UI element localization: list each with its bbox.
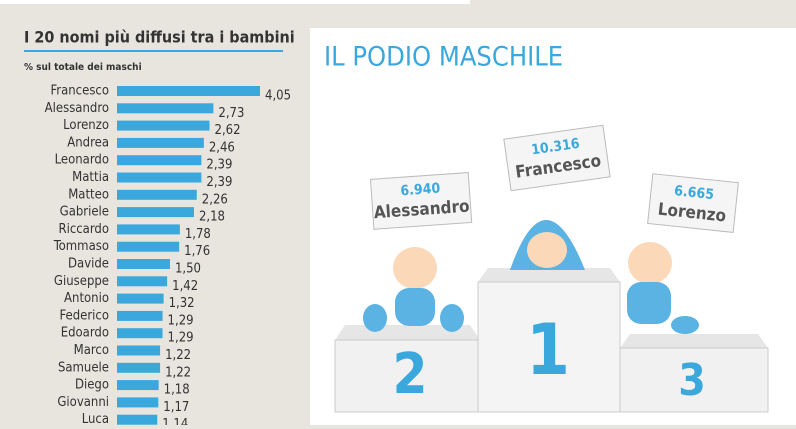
value-label: 1,29 [168, 313, 194, 328]
value-label: 4,05 [265, 89, 291, 104]
rank: 1 [526, 309, 570, 391]
name-card [647, 173, 739, 234]
bar [117, 276, 168, 287]
value-label: 2,18 [199, 210, 225, 225]
bar [117, 362, 161, 373]
value-label: 2,26 [202, 192, 228, 207]
step-top [478, 268, 620, 282]
value-label: 1,42 [172, 279, 198, 294]
category-label: Lorenzo [63, 118, 109, 133]
bar [117, 380, 159, 391]
baby-leg [440, 304, 464, 332]
count: 6.940 [400, 181, 441, 200]
bar [117, 189, 197, 200]
bar [117, 259, 170, 269]
category-label: Matteo [68, 187, 109, 202]
category-label: Samuele [58, 360, 109, 375]
value-label: 2,39 [206, 158, 232, 173]
bar [117, 414, 158, 425]
podium: 1 2 3 10.316 Francesco 6.940 Alessandro … [334, 124, 769, 413]
value-label: 1,78 [185, 227, 211, 242]
baby-leg [671, 316, 699, 334]
value-label: 1,76 [184, 244, 210, 259]
bar [117, 120, 210, 131]
value-label: 1,50 [175, 262, 201, 277]
value-label: 2,46 [209, 140, 235, 155]
value-label: 1,18 [164, 383, 190, 398]
bar [117, 345, 161, 356]
baby-head [393, 247, 437, 289]
step-3 [619, 347, 769, 413]
chart-title: I 20 nomi più diffusi tra i bambini [24, 28, 295, 47]
baby-body [395, 288, 435, 326]
baby-body [627, 282, 671, 324]
bar [117, 172, 202, 183]
bar [117, 241, 180, 252]
category-label: Federico [60, 308, 109, 323]
category-label: Davide [68, 257, 109, 272]
value-label: 2,62 [215, 123, 241, 138]
bar [117, 155, 202, 166]
baby-head [527, 232, 567, 268]
category-label: Giovanni [57, 395, 109, 410]
category-label: Andrea [67, 135, 109, 150]
bar [117, 103, 214, 114]
step-top [620, 334, 768, 348]
value-label: 1,29 [168, 331, 194, 346]
bar [117, 86, 260, 96]
top-strip [0, 0, 470, 4]
value-label: 1,32 [169, 296, 195, 311]
category-label: Riccardo [58, 222, 109, 237]
podium-title: IL PODIO MASCHILE [324, 42, 563, 73]
name-card [369, 172, 473, 230]
category-label: Luca [82, 412, 109, 425]
category-label: Marco [74, 343, 109, 358]
chart-subtitle: % sul totale dei maschi [24, 62, 142, 73]
value-label: 1,17 [163, 400, 189, 415]
bar [117, 328, 163, 339]
value-label: 1,22 [165, 365, 191, 380]
value-label: 2,39 [206, 175, 232, 190]
value-label: 2,73 [218, 106, 244, 121]
count: 10.316 [530, 136, 581, 159]
category-label: Gabriele [60, 205, 109, 220]
bar [117, 137, 204, 148]
baby-head [628, 242, 672, 284]
category-label: Edoardo [61, 326, 109, 341]
rank: 3 [678, 355, 706, 406]
bar [117, 310, 163, 321]
category-label: Diego [75, 378, 109, 393]
category-label: Tommaso [53, 239, 109, 254]
bar [117, 397, 159, 408]
count: 6.665 [673, 183, 714, 203]
category-label: Leonardo [55, 153, 109, 168]
bar [117, 293, 164, 304]
category-label: Alessandro [45, 101, 109, 116]
category-label: Francesco [51, 84, 109, 99]
value-label: 1,14 [162, 417, 188, 425]
bar [117, 207, 194, 218]
category-label: Giuseppe [54, 274, 109, 289]
value-label: 1,22 [165, 348, 191, 363]
bar [117, 224, 180, 235]
step-1 [477, 281, 621, 413]
category-label: Antonio [64, 291, 109, 306]
baby-leg [363, 304, 387, 332]
name-card [503, 124, 611, 192]
category-label: Mattia [72, 170, 109, 185]
step-2 [334, 339, 481, 413]
rank: 2 [392, 342, 427, 407]
